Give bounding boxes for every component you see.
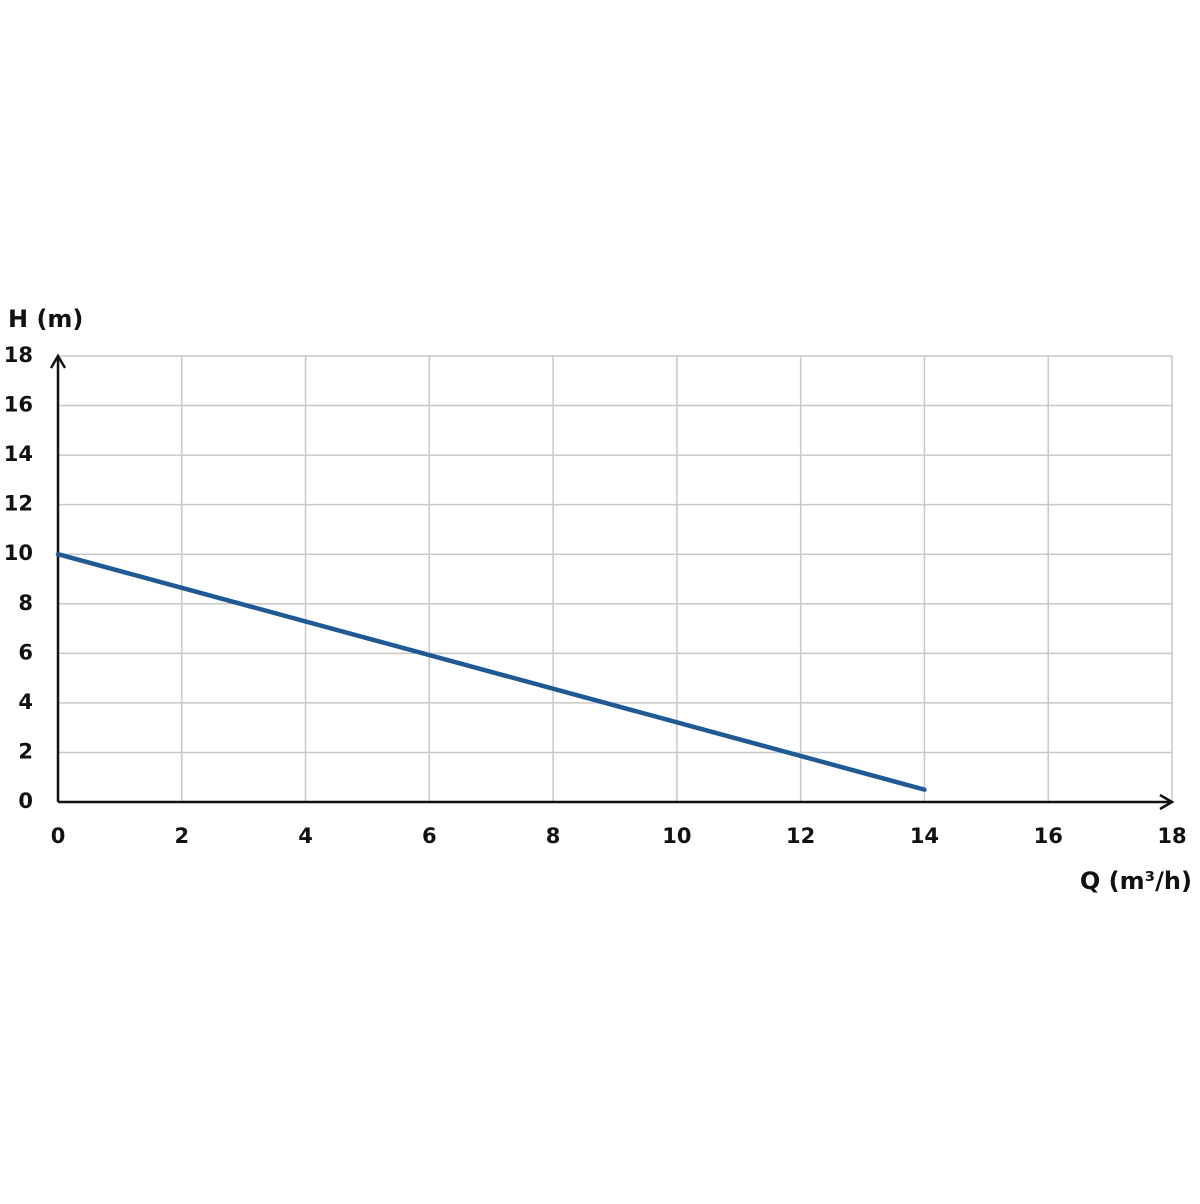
y-tick-label: 8 xyxy=(18,591,33,615)
y-tick-label: 10 xyxy=(4,541,33,565)
y-tick-label: 4 xyxy=(18,690,33,714)
y-tick-label: 14 xyxy=(4,442,33,466)
x-tick-label: 6 xyxy=(422,824,437,848)
y-tick-label: 0 xyxy=(18,789,33,813)
x-tick-label: 16 xyxy=(1034,824,1063,848)
y-tick-label: 6 xyxy=(18,640,33,664)
x-tick-label: 14 xyxy=(910,824,939,848)
x-tick-label: 10 xyxy=(662,824,691,848)
y-tick-label: 18 xyxy=(4,343,33,367)
x-tick-label: 12 xyxy=(786,824,815,848)
y-tick-label: 12 xyxy=(4,492,33,516)
x-tick-label: 18 xyxy=(1157,824,1186,848)
y-axis-label: H (m) xyxy=(8,305,83,333)
y-axis-arrow xyxy=(49,353,67,369)
y-tick-label: 16 xyxy=(4,393,33,417)
y-tick-label: 2 xyxy=(18,739,33,763)
x-tick-label: 2 xyxy=(174,824,189,848)
x-axis-arrow xyxy=(1159,793,1175,811)
x-tick-label: 8 xyxy=(546,824,561,848)
x-tick-label: 0 xyxy=(51,824,66,848)
x-tick-label: 4 xyxy=(298,824,313,848)
curve xyxy=(55,551,927,792)
x-axis-label: Q (m³/h) xyxy=(1080,867,1192,895)
